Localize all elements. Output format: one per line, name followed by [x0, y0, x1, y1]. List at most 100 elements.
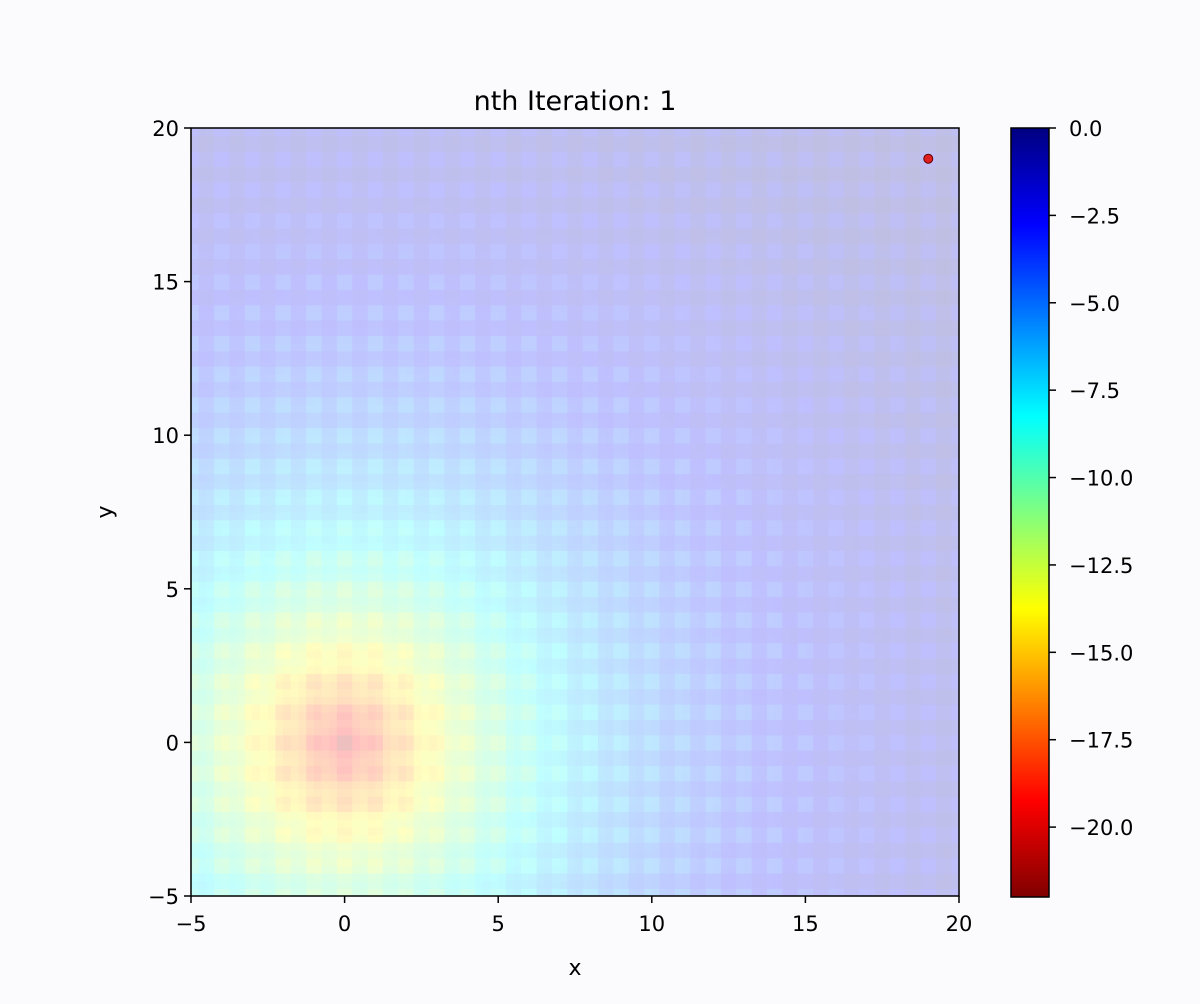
heatmap-cell: [482, 427, 492, 436]
heatmap-cell: [359, 258, 369, 267]
heatmap-cell: [244, 381, 254, 390]
heatmap-cell: [406, 581, 415, 590]
heatmap-cell: [206, 312, 215, 321]
heatmap-cell: [206, 811, 215, 820]
heatmap-cell: [429, 442, 438, 452]
heatmap-cell: [528, 750, 538, 759]
heatmap-cell: [490, 389, 499, 398]
heatmap-cell: [344, 834, 353, 843]
heatmap-cell: [275, 504, 284, 513]
heatmap-cell: [383, 865, 392, 874]
heatmap-cell: [444, 174, 453, 183]
heatmap-cell: [229, 320, 238, 329]
heatmap-cell: [551, 343, 561, 352]
heatmap-cell: [406, 212, 415, 221]
heatmap-cell: [521, 258, 530, 267]
heatmap-cell: [191, 558, 200, 567]
heatmap-cell: [467, 381, 476, 390]
heatmap-cell: [429, 604, 438, 613]
heatmap-cell: [321, 335, 330, 344]
heatmap-cell: [505, 481, 515, 490]
heatmap-cell: [206, 204, 215, 214]
heatmap-cell: [237, 711, 246, 720]
heatmap-cell: [367, 834, 376, 843]
heatmap-cell: [421, 174, 430, 183]
heatmap-cell: [421, 381, 430, 390]
heatmap-cell: [313, 573, 323, 582]
heatmap-cell: [490, 826, 499, 836]
heatmap-cell: [352, 266, 361, 275]
heatmap-cell: [375, 750, 384, 759]
heatmap-cell: [452, 849, 461, 859]
heatmap-cell: [413, 811, 422, 820]
heatmap-cell: [559, 642, 568, 651]
heatmap-cell: [475, 504, 484, 513]
heatmap-cell: [490, 588, 499, 598]
heatmap-cell: [490, 734, 499, 743]
heatmap-cell: [298, 842, 307, 851]
heatmap-cell: [398, 819, 407, 828]
heatmap-cell: [359, 796, 369, 805]
heatmap-cell: [206, 696, 215, 705]
heatmap-cell: [221, 235, 230, 244]
heatmap-cell: [229, 773, 238, 782]
heatmap-cell: [505, 335, 515, 344]
heatmap-cell: [375, 734, 384, 743]
heatmap-cell: [406, 673, 415, 682]
heatmap-cell: [206, 849, 215, 859]
heatmap-cell: [421, 673, 430, 682]
heatmap-cell: [221, 512, 230, 521]
heatmap-cell: [521, 481, 530, 490]
heatmap-cell: [505, 327, 515, 336]
heatmap-cell: [306, 250, 315, 260]
heatmap-cell: [313, 780, 323, 790]
heatmap-cell: [260, 343, 269, 352]
heatmap-cell: [505, 888, 515, 896]
heatmap-cell: [551, 880, 561, 889]
heatmap-cell: [298, 750, 307, 759]
heatmap-cell: [444, 773, 453, 782]
heatmap-cell: [267, 727, 277, 736]
heatmap-cell: [290, 151, 300, 160]
heatmap-cell: [505, 558, 515, 567]
heatmap-cell: [237, 796, 246, 805]
heatmap-cell: [267, 819, 277, 828]
heatmap-cell: [244, 788, 254, 797]
heatmap-cell: [536, 811, 545, 820]
heatmap-cell: [306, 527, 315, 536]
heatmap-cell: [551, 757, 561, 767]
heatmap-cell: [206, 243, 215, 252]
heatmap-cell: [336, 212, 346, 221]
heatmap-cell: [329, 204, 338, 214]
heatmap-cell: [244, 865, 254, 874]
heatmap-cell: [490, 650, 499, 659]
heatmap-cell: [252, 289, 261, 298]
heatmap-cell: [344, 796, 353, 805]
heatmap-cell: [559, 542, 568, 551]
heatmap-cell: [521, 312, 530, 321]
heatmap-cell: [221, 704, 230, 713]
heatmap-cell: [283, 719, 292, 728]
heatmap-cell: [214, 304, 223, 313]
heatmap-cell: [390, 473, 399, 482]
heatmap-cell: [498, 757, 507, 767]
heatmap-cell: [536, 581, 545, 590]
heatmap-cell: [252, 465, 261, 475]
heatmap-cell: [444, 512, 453, 521]
heatmap-cell: [513, 158, 522, 167]
heatmap-cell: [252, 826, 261, 836]
heatmap-cell: [444, 826, 453, 836]
heatmap-cell: [221, 765, 230, 774]
heatmap-cell: [244, 128, 254, 137]
heatmap-cell: [498, 734, 507, 743]
heatmap-cell: [413, 872, 422, 882]
heatmap-cell: [459, 189, 469, 198]
heatmap-cell: [528, 373, 538, 383]
heatmap-cell: [237, 158, 246, 167]
heatmap-cell: [383, 174, 392, 183]
heatmap-cell: [413, 128, 422, 137]
heatmap-cell: [275, 765, 284, 774]
heatmap-cell: [567, 174, 576, 183]
heatmap-cell: [359, 803, 369, 813]
heatmap-cell: [214, 465, 223, 475]
